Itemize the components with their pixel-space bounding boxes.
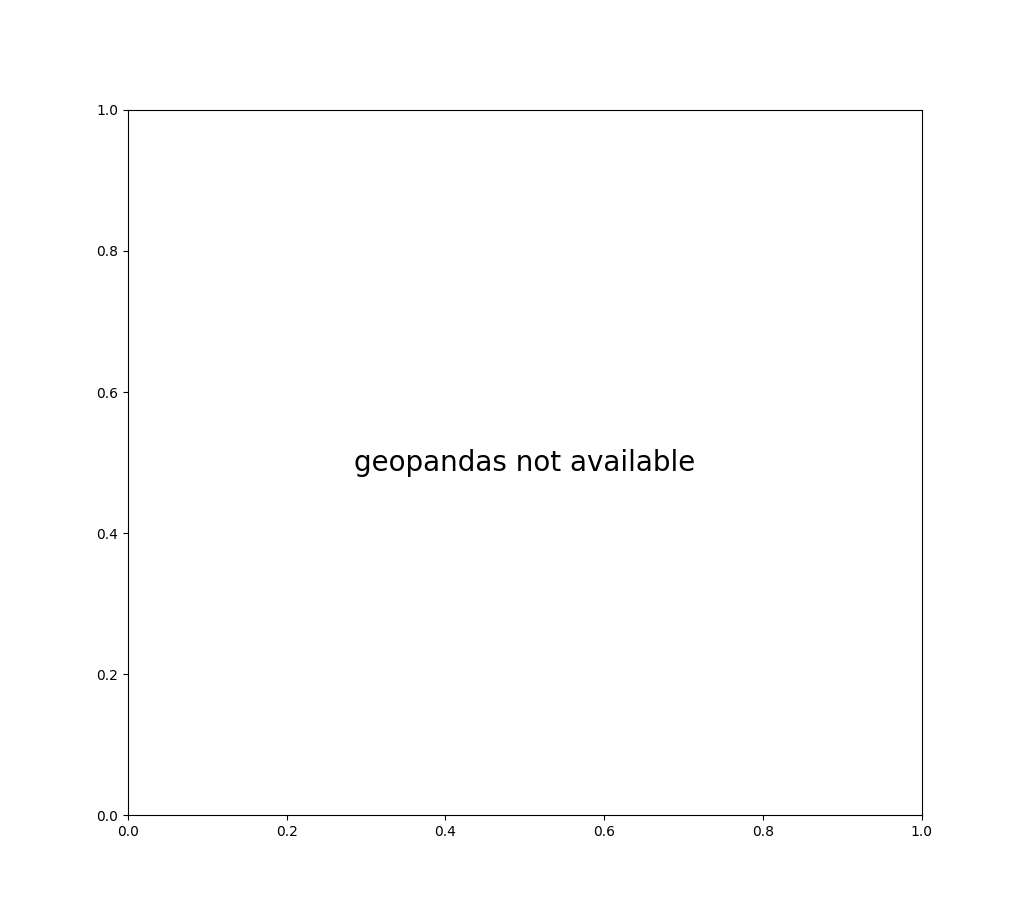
Text: geopandas not available: geopandas not available — [354, 449, 695, 476]
